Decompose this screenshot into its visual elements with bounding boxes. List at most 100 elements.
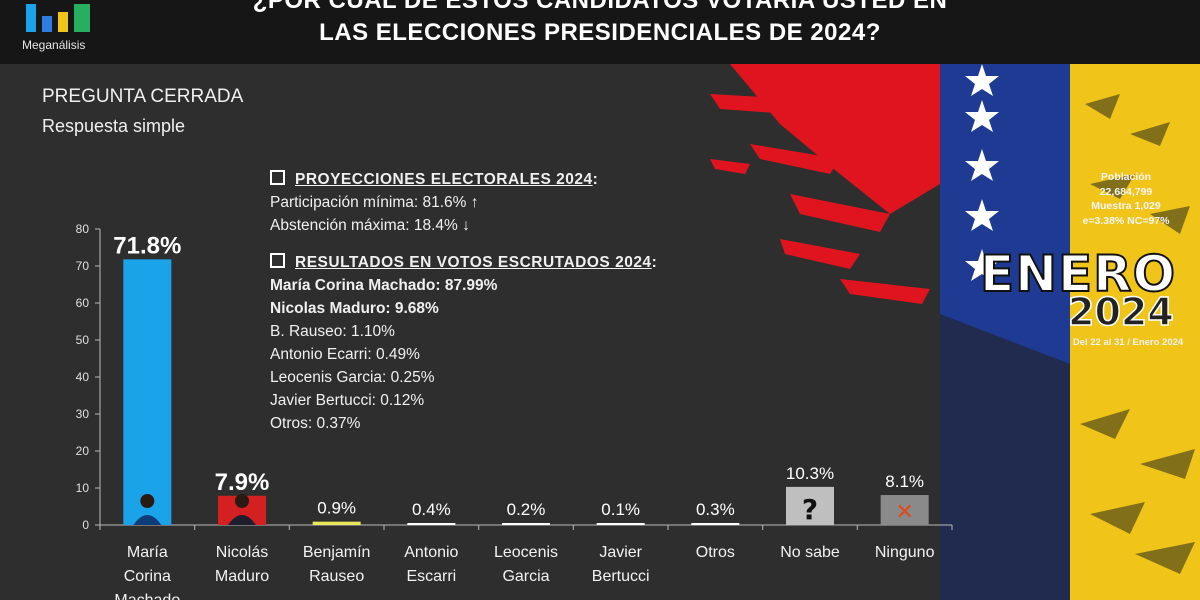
checkbox-bullet-icon — [270, 253, 285, 268]
data-label: 10.3% — [786, 464, 834, 483]
y-tick-label: 80 — [76, 222, 90, 236]
logo-bar-blue — [26, 4, 36, 32]
results-heading: RESULTADOS EN VOTOS ESCRUTADOS 2024 — [295, 254, 652, 271]
result-line: Leocenis Garcia: 0.25% — [270, 369, 435, 386]
category-label: No sabe — [780, 544, 840, 561]
flag-red-brush — [710, 64, 940, 304]
data-label: 0.2% — [507, 500, 546, 519]
logo-bar-green — [74, 4, 90, 32]
month-badge: ENERO — [979, 244, 1177, 304]
result-line: Antonio Ecarri: 0.49% — [270, 346, 420, 363]
category-label-line: Garcia — [502, 568, 549, 585]
yellow-texture — [1080, 94, 1195, 574]
photo-head — [235, 494, 249, 508]
page-title-line-1: ¿POR CUÁL DE ESTOS CANDIDATOS VOTARÍA US… — [252, 0, 948, 14]
candidate-photo-icon — [228, 494, 256, 525]
participation-row: Participación mínima: 81.6% ↑ — [270, 191, 657, 214]
category-label: Ninguno — [875, 544, 935, 561]
category-label-line: María — [127, 544, 168, 561]
sample-size: Muestra 1,029 — [1091, 200, 1161, 212]
y-tick-label: 10 — [76, 481, 90, 495]
arrow-up-icon: ↑ — [470, 194, 479, 211]
category-label: Antonio Escarri — [404, 544, 458, 585]
y-tick-label: 20 — [76, 444, 90, 458]
photo-head — [140, 494, 155, 508]
category-label: Otros — [696, 544, 735, 561]
answer-type: Respuesta simple — [42, 116, 186, 136]
y-tick-label: 40 — [76, 370, 90, 384]
bar — [502, 523, 550, 525]
category-label-line: Escarri — [406, 568, 456, 585]
category-label: Benjamín Rauseo — [303, 544, 371, 585]
data-label: 7.9% — [215, 469, 270, 496]
bar — [880, 495, 929, 525]
category-label-line: Benjamín — [303, 544, 371, 561]
category-label-line: Nicolás — [216, 544, 268, 561]
logo-bar-dark-blue — [42, 16, 52, 32]
population-value: 22,684,799 — [1099, 185, 1153, 198]
x-mark-icon: ✕ — [895, 500, 913, 525]
result-line: Nicolas Maduro: 9.68% — [270, 300, 439, 317]
category-label-line: Maduro — [215, 568, 269, 585]
y-tick-label: 30 — [76, 407, 90, 421]
category-label-line: Leocenis — [494, 544, 558, 561]
photo-body — [228, 515, 256, 525]
flag-stars — [965, 64, 999, 281]
participation-text: Participación mínima: 81.6% — [270, 194, 467, 211]
projections-panel: PROYECCIONES ELECTORALES 2024: Participa… — [270, 168, 657, 435]
data-label: 0.1% — [601, 500, 640, 519]
y-tick-label: 50 — [76, 333, 90, 347]
data-label: 0.9% — [317, 499, 356, 518]
result-line: Otros: 0.37% — [270, 415, 361, 432]
arrow-down-icon: ↓ — [462, 217, 470, 234]
category-label: Nicolás Maduro — [215, 544, 269, 585]
photo-body — [133, 515, 162, 525]
data-label: 71.8% — [113, 232, 181, 259]
category-label: Leocenis Garcia — [494, 544, 558, 585]
category-label: María Corina Machado — [114, 544, 180, 600]
category-label-line: Machado — [114, 592, 180, 600]
projections-heading-row: PROYECCIONES ELECTORALES 2024: — [270, 168, 657, 191]
category-label-line: Ninguno — [875, 544, 935, 561]
result-line: B. Rauseo: 1.10% — [270, 323, 395, 340]
bar — [312, 521, 361, 525]
meganalisis-logo — [26, 4, 90, 32]
results-heading-row: RESULTADOS EN VOTOS ESCRUTADOS 2024: — [270, 251, 657, 274]
venezuela-flag-decoration — [690, 64, 1200, 600]
y-tick-label: 0 — [82, 518, 89, 532]
header-bar — [0, 0, 1200, 64]
study-metadata: Población 22,684,799 Muestra 1,029 e=3.3… — [1060, 170, 1192, 228]
data-label: 8.1% — [885, 472, 924, 491]
result-line: Javier Bertucci: 0.12% — [270, 392, 425, 409]
bar — [123, 259, 172, 525]
data-label: 0.3% — [696, 500, 735, 519]
category-label-line: Otros — [696, 544, 735, 561]
abstention-text: Abstención máxima: 18.4% — [270, 217, 458, 234]
category-label-line: Javier — [599, 544, 642, 561]
category-label-line: Antonio — [404, 544, 458, 561]
bar — [596, 523, 645, 525]
category-label-line: Rauseo — [309, 568, 364, 585]
checkbox-bullet-icon — [270, 170, 285, 185]
y-tick-label: 70 — [76, 259, 90, 273]
candidate-photo-icon — [133, 494, 162, 525]
y-tick-label: 60 — [76, 296, 90, 310]
category-label-line: Bertucci — [592, 568, 650, 585]
population-label: Población — [1100, 171, 1152, 183]
date-range: Del 22 al 31 / Enero 2024 — [1072, 337, 1184, 348]
bar — [407, 523, 456, 525]
question-type: PREGUNTA CERRADA — [42, 86, 244, 107]
category-label-line: No sabe — [780, 544, 840, 561]
year-badge: 2024 — [1067, 289, 1174, 335]
page-title-line-2: LAS ELECCIONES PRESIDENCIALES DE 2024? — [319, 19, 881, 46]
logo-bar-yellow — [58, 12, 68, 32]
result-line: María Corina Machado: 87.99% — [270, 277, 498, 294]
question-mark-icon: ? — [802, 493, 818, 526]
bar — [786, 486, 834, 525]
error-margin: e=3.38% NC=97% — [1082, 214, 1170, 227]
data-label: 0.4% — [412, 500, 451, 519]
brand-name: Meganálisis — [22, 38, 86, 52]
abstention-row: Abstención máxima: 18.4% ↓ — [270, 214, 657, 237]
projections-heading: PROYECCIONES ELECTORALES 2024 — [295, 171, 593, 188]
